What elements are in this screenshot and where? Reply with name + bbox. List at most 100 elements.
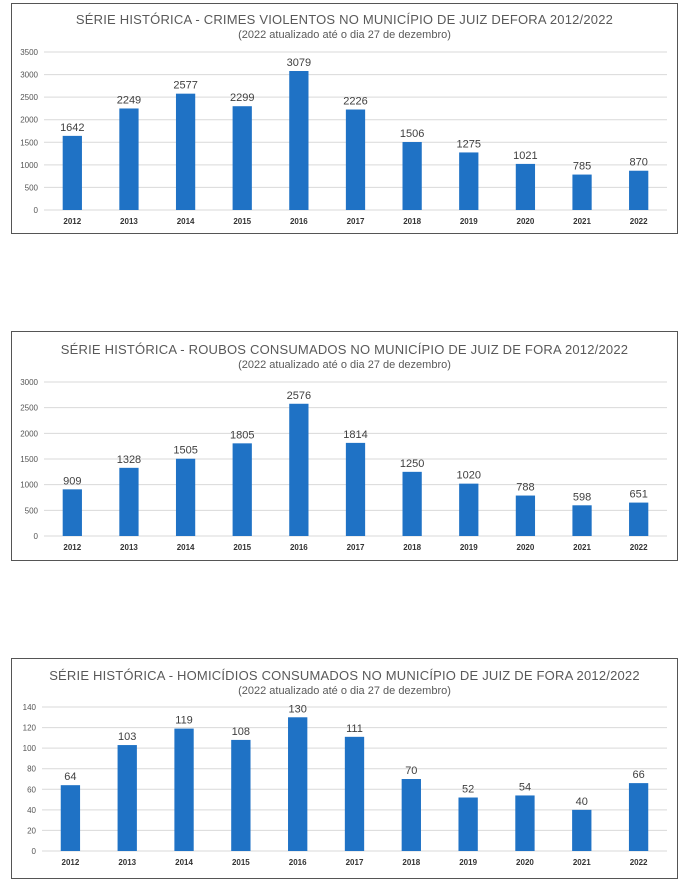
- data-label: 651: [630, 489, 648, 501]
- bar: [515, 163, 536, 210]
- bar: [344, 736, 365, 851]
- data-label: 2299: [230, 92, 254, 104]
- data-label: 40: [576, 796, 588, 808]
- bar: [515, 795, 535, 851]
- x-tick-label: 2013: [120, 543, 138, 552]
- data-label: 1506: [400, 128, 424, 140]
- data-label: 1275: [457, 138, 481, 150]
- y-tick-label: 20: [27, 826, 36, 835]
- y-tick-label: 3000: [20, 71, 38, 80]
- bar: [231, 739, 251, 851]
- data-label: 870: [630, 157, 648, 169]
- chart-title: SÉRIE HISTÓRICA - HOMICÍDIOS CONSUMADOS …: [49, 668, 640, 683]
- bar: [515, 495, 536, 536]
- y-tick-label: 1500: [20, 138, 38, 147]
- bar: [402, 142, 422, 210]
- data-label: 2577: [173, 80, 197, 92]
- bar: [572, 505, 592, 536]
- x-tick-label: 2016: [290, 217, 308, 226]
- x-tick-label: 2012: [63, 543, 81, 552]
- bar: [62, 135, 82, 210]
- y-tick-label: 140: [23, 703, 37, 712]
- chart-title-block: SÉRIE HISTÓRICA - HOMICÍDIOS CONSUMADOS …: [12, 668, 677, 697]
- y-tick-label: 1000: [20, 161, 38, 170]
- chart-panel-homicidios-consumados: SÉRIE HISTÓRICA - HOMICÍDIOS CONSUMADOS …: [11, 658, 678, 879]
- y-tick-label: 0: [34, 532, 39, 541]
- bar: [175, 93, 196, 210]
- bar-chart-homicidios-consumados: 0 20 40 60 80 100 120 140 64 2012 103 2013 119 2014 10…: [23, 703, 667, 867]
- data-label: 1250: [400, 458, 424, 470]
- data-label: 2576: [287, 390, 311, 402]
- bar: [629, 502, 649, 536]
- y-tick-label: 3000: [20, 378, 38, 387]
- bar: [459, 152, 479, 210]
- y-tick-label: 500: [25, 183, 39, 192]
- data-label: 1805: [230, 429, 254, 441]
- bar: [119, 108, 139, 210]
- x-tick-label: 2019: [460, 217, 478, 226]
- bar: [288, 717, 308, 851]
- x-tick-label: 2019: [459, 858, 477, 867]
- bar: [572, 809, 592, 851]
- data-label: 788: [516, 482, 534, 494]
- x-tick-label: 2020: [517, 217, 535, 226]
- data-label: 598: [573, 491, 591, 503]
- x-tick-label: 2021: [573, 543, 591, 552]
- y-tick-label: 2500: [20, 404, 38, 413]
- data-label: 909: [63, 475, 81, 487]
- bar: [402, 471, 422, 536]
- y-tick-label: 2500: [20, 93, 38, 102]
- y-tick-label: 1500: [20, 455, 38, 464]
- y-tick-label: 60: [27, 785, 36, 794]
- data-label: 64: [64, 771, 76, 783]
- x-tick-label: 2015: [233, 543, 251, 552]
- bar: [232, 106, 252, 210]
- y-tick-label: 100: [23, 744, 37, 753]
- bar: [345, 442, 366, 536]
- x-tick-label: 2012: [63, 217, 81, 226]
- data-label: 52: [462, 784, 474, 796]
- x-tick-label: 2014: [175, 858, 193, 867]
- data-label: 66: [632, 769, 644, 781]
- y-tick-label: 0: [32, 847, 37, 856]
- x-tick-label: 2017: [346, 858, 364, 867]
- x-tick-label: 2021: [573, 858, 591, 867]
- x-tick-label: 2020: [517, 543, 535, 552]
- chart-title: SÉRIE HISTÓRICA - ROUBOS CONSUMADOS NO M…: [60, 342, 629, 357]
- bar: [119, 467, 139, 536]
- y-tick-label: 40: [27, 806, 36, 815]
- bar: [572, 174, 592, 210]
- x-tick-label: 2012: [62, 858, 80, 867]
- data-label: 1505: [173, 445, 197, 457]
- bar: [401, 779, 421, 851]
- x-tick-label: 2022: [630, 217, 648, 226]
- x-tick-label: 2021: [573, 217, 591, 226]
- data-label: 111: [346, 723, 363, 735]
- y-tick-label: 1000: [20, 481, 38, 490]
- x-tick-label: 2018: [403, 217, 421, 226]
- x-tick-label: 2016: [290, 543, 308, 552]
- bar: [458, 797, 478, 851]
- chart-panel-crimes-violentos: SÉRIE HISTÓRICA - CRIMES VIOLENTOS NO MU…: [11, 3, 678, 234]
- bar-chart-roubos-consumados: 0 500 1000 1500 2000 2500 3000 909 2012 1328 2013 1…: [20, 378, 667, 552]
- data-label: 1020: [457, 470, 481, 482]
- x-tick-label: 2015: [233, 217, 251, 226]
- x-tick-label: 2014: [177, 543, 195, 552]
- chart-title-block: SÉRIE HISTÓRICA - CRIMES VIOLENTOS NO MU…: [12, 12, 677, 41]
- data-label: 1328: [117, 454, 141, 466]
- x-tick-label: 2022: [630, 543, 648, 552]
- x-tick-label: 2018: [402, 858, 420, 867]
- y-tick-label: 3500: [20, 48, 38, 57]
- bar: [459, 483, 479, 536]
- y-tick-label: 2000: [20, 429, 38, 438]
- data-label: 1642: [60, 122, 84, 134]
- chart-subtitle: (2022 atualizado até o dia 27 de dezembr…: [238, 359, 451, 371]
- bar: [289, 71, 309, 210]
- x-tick-label: 2022: [630, 858, 648, 867]
- data-label: 103: [118, 731, 136, 743]
- chart-subtitle: (2022 atualizado até o dia 27 de dezembr…: [238, 29, 451, 41]
- y-tick-label: 2000: [20, 116, 38, 125]
- x-tick-label: 2019: [460, 543, 478, 552]
- bar: [175, 458, 196, 536]
- x-tick-label: 2017: [347, 543, 365, 552]
